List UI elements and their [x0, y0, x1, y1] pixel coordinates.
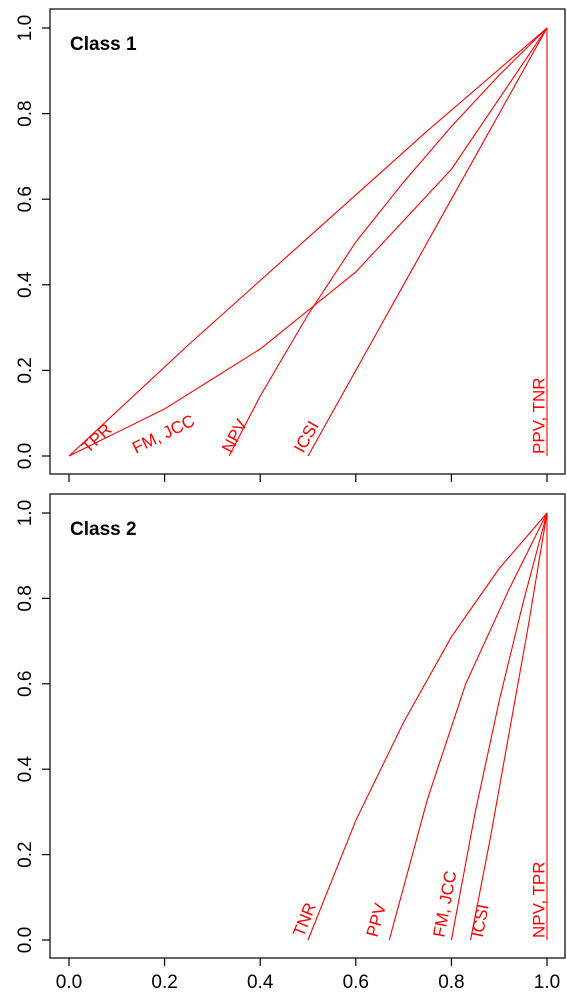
x-tick-label: 0.4: [247, 972, 274, 993]
series-line-tpr: [68, 27, 548, 457]
y-tick-label: 0.8: [15, 100, 36, 126]
x-tick-label: 0.2: [151, 972, 177, 993]
chart-title: Class 1: [70, 34, 137, 55]
plot-frame: [49, 493, 566, 959]
y-tick-label: 0.2: [15, 357, 36, 383]
plot-frame: [49, 8, 566, 475]
series-label: TPR: [78, 420, 116, 457]
chart-panel-2: Class 2 0.0 0.2 0.4 0.6 0.8 1.0 0.0 0.2 0.4 0.6 0.8…: [15, 493, 566, 993]
x-tick-label: 1.0: [534, 972, 560, 993]
series-label: ICSI: [290, 418, 323, 456]
series-line-tnr: [307, 512, 548, 941]
series-line-fm-jcc: [68, 27, 548, 457]
series-line-npv: [228, 27, 548, 457]
series-line-icsi: [307, 27, 548, 457]
y-tick-label: 1.0: [15, 500, 36, 526]
series-label: FM, JCC: [429, 869, 460, 938]
y-tick-label: 0.4: [15, 756, 36, 783]
y-tick-label: 1.0: [15, 15, 36, 41]
series-label: PPV: [363, 901, 390, 939]
series-label: ICSI: [468, 903, 493, 939]
y-tick-label: 0.2: [15, 841, 36, 867]
y-tick-label: 0.4: [15, 271, 36, 298]
series-label: FM, JCC: [129, 411, 198, 458]
chart-title: Class 2: [70, 519, 137, 540]
series-line-icsi: [469, 512, 548, 941]
y-tick-label: 0.0: [15, 927, 36, 953]
y-tick-label: 0.6: [15, 671, 36, 697]
series-line-fm-jcc: [450, 512, 548, 941]
series-label: NPV, TPR: [530, 861, 549, 938]
series-label: TNR: [289, 900, 320, 940]
series-label: PPV, TNR: [530, 377, 549, 454]
x-tick-label: 0.0: [56, 972, 82, 993]
x-tick-label: 0.8: [438, 972, 464, 993]
y-tick-label: 0.6: [15, 186, 36, 212]
y-tick-label: 0.0: [15, 443, 36, 469]
x-tick-label: 0.6: [343, 972, 369, 993]
series-line-ppv: [388, 512, 548, 941]
y-tick-label: 0.8: [15, 585, 36, 611]
